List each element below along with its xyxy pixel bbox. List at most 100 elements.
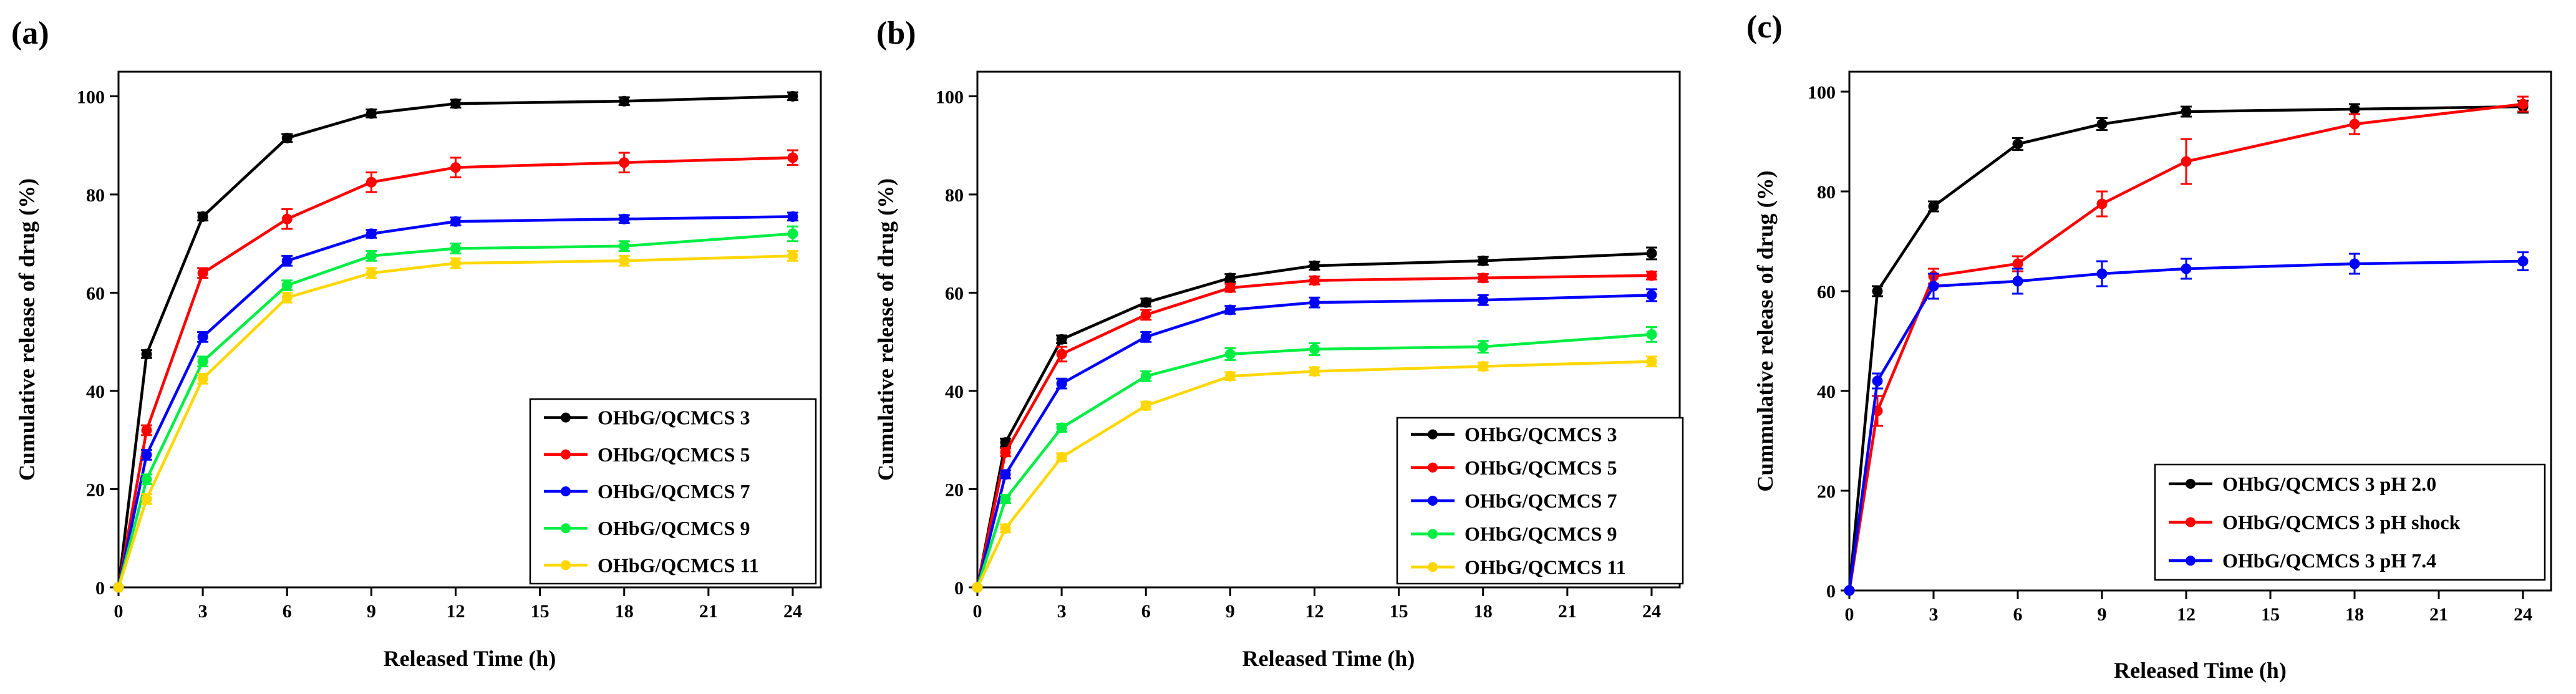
- data-point: [1309, 275, 1320, 286]
- x-tick-label: 24: [1642, 601, 1661, 622]
- data-point: [1309, 365, 1320, 377]
- legend-label: OHbG/QCMCS 7: [1465, 489, 1617, 512]
- series-3: [972, 288, 1657, 593]
- series-line: [117, 232, 793, 588]
- x-tick-label: 24: [783, 601, 802, 622]
- data-point: [1140, 331, 1151, 342]
- series-4: [972, 326, 1657, 593]
- legend-label: OHbG/QCMCS 3: [1465, 423, 1617, 446]
- data-point: [787, 211, 798, 222]
- data-point: [113, 582, 124, 593]
- data-point: [1056, 451, 1067, 463]
- x-tick-label: 21: [699, 601, 718, 622]
- legend-marker: [1428, 562, 1438, 572]
- data-point: [1478, 341, 1489, 352]
- legend: OHbG/QCMCS 3 OHbG/QCMCS 5 OHbG/QCMCS 7 OHbG…: [529, 398, 817, 585]
- series-5: [972, 355, 1657, 593]
- y-tick-label: 80: [945, 185, 964, 206]
- data-point: [141, 474, 152, 485]
- legend-item: OHbG/QCMCS 9: [1411, 523, 1617, 545]
- x-tick-label: 6: [2013, 604, 2023, 625]
- data-point: [366, 267, 377, 279]
- x-tick-label: 3: [1929, 604, 1939, 625]
- y-tick-label: 20: [1817, 481, 1836, 502]
- data-point: [281, 132, 293, 143]
- data-point: [1056, 422, 1067, 433]
- x-tick-label: 12: [1305, 601, 1324, 622]
- data-point: [366, 250, 377, 261]
- x-tick-label: 21: [1558, 601, 1577, 622]
- data-point: [197, 211, 208, 222]
- data-point: [197, 373, 208, 384]
- legend-marker: [2186, 478, 2196, 489]
- y-tick-label: 80: [86, 185, 105, 206]
- x-tick-label: 0: [114, 601, 123, 622]
- y-tick-label: 0: [1826, 581, 1836, 602]
- x-tick-label: 15: [1390, 601, 1408, 622]
- panel-label: (b): [876, 16, 916, 51]
- legend-label: OHbG/QCMCS 11: [598, 554, 759, 576]
- legend-label: OHbG/QCMCS 5: [1465, 456, 1617, 479]
- data-point: [1140, 370, 1151, 382]
- legend-item: OHbG/QCMCS 5: [544, 443, 750, 466]
- data-point: [450, 243, 461, 254]
- y-tick-label: 40: [1817, 382, 1836, 402]
- series-line: [976, 252, 1652, 588]
- x-tick-label: 6: [1141, 601, 1151, 622]
- data-point: [2517, 99, 2529, 110]
- y-tick-label: 0: [954, 578, 964, 599]
- x-tick-label: 12: [446, 601, 465, 622]
- data-point: [619, 157, 630, 168]
- data-point: [1224, 349, 1236, 360]
- legend-item: OHbG/QCMCS 11: [544, 554, 759, 576]
- data-point: [1928, 201, 1939, 212]
- chart-panel-3: (c) 0 3 6 9 12 15 18 21 24 0 20 40 60 80 100 Released Ti…: [1746, 9, 2552, 683]
- data-point: [197, 356, 208, 367]
- data-point: [1224, 272, 1236, 284]
- data-point: [1056, 349, 1067, 360]
- data-point: [2012, 138, 2023, 150]
- legend: OHbG/QCMCS 3 pH 2.0 OHbG/QCMCS 3 pH shock…: [2154, 463, 2546, 581]
- legend-box: [2154, 463, 2546, 581]
- data-point: [2012, 258, 2023, 269]
- legend-item: OHbG/QCMCS 3 pH shock: [2169, 511, 2461, 534]
- data-point: [2181, 106, 2192, 117]
- y-tick-label: 40: [945, 382, 964, 402]
- legend-item: OHbG/QCMCS 3: [544, 407, 750, 429]
- data-point: [1224, 370, 1236, 382]
- legend: OHbG/QCMCS 3 OHbG/QCMCS 5 OHbG/QCMCS 7 OHbG…: [1396, 417, 1684, 585]
- series-line: [1847, 105, 2524, 591]
- series-line: [117, 254, 793, 588]
- legend-item: OHbG/QCMCS 7: [544, 480, 750, 503]
- x-tick-label: 18: [1474, 601, 1493, 622]
- series-line: [976, 333, 1652, 588]
- data-point: [281, 213, 293, 224]
- x-tick-label: 24: [2514, 604, 2532, 625]
- legend-marker: [2186, 556, 2196, 566]
- y-tick-label: 100: [1808, 82, 1836, 103]
- y-tick-label: 0: [95, 578, 105, 599]
- data-point: [787, 250, 798, 261]
- data-point: [1478, 361, 1489, 372]
- x-tick-label: 15: [531, 601, 550, 622]
- data-point: [1646, 329, 1657, 340]
- data-point: [2349, 258, 2360, 269]
- chart-panel-1: (a) 0 3 6 9 12 15 18 21 24 0 20 40 60 80 100 Released Ti…: [11, 16, 822, 671]
- data-point: [1140, 400, 1151, 412]
- y-tick-label: 80: [1817, 182, 1836, 203]
- data-point: [1646, 270, 1657, 281]
- data-point: [197, 267, 208, 279]
- data-point: [1478, 255, 1489, 266]
- data-point: [1056, 378, 1067, 389]
- data-point: [1646, 248, 1657, 259]
- x-tick-label: 18: [615, 601, 634, 622]
- x-tick-label: 12: [2177, 604, 2196, 625]
- x-axis-title: Released Time (h): [1242, 646, 1415, 671]
- data-point: [281, 280, 293, 291]
- legend-marker: [561, 412, 571, 423]
- legend-item: OHbG/QCMCS 3 pH 7.4: [2169, 549, 2436, 572]
- data-point: [141, 449, 152, 460]
- data-point: [366, 228, 377, 239]
- data-point: [1000, 446, 1011, 458]
